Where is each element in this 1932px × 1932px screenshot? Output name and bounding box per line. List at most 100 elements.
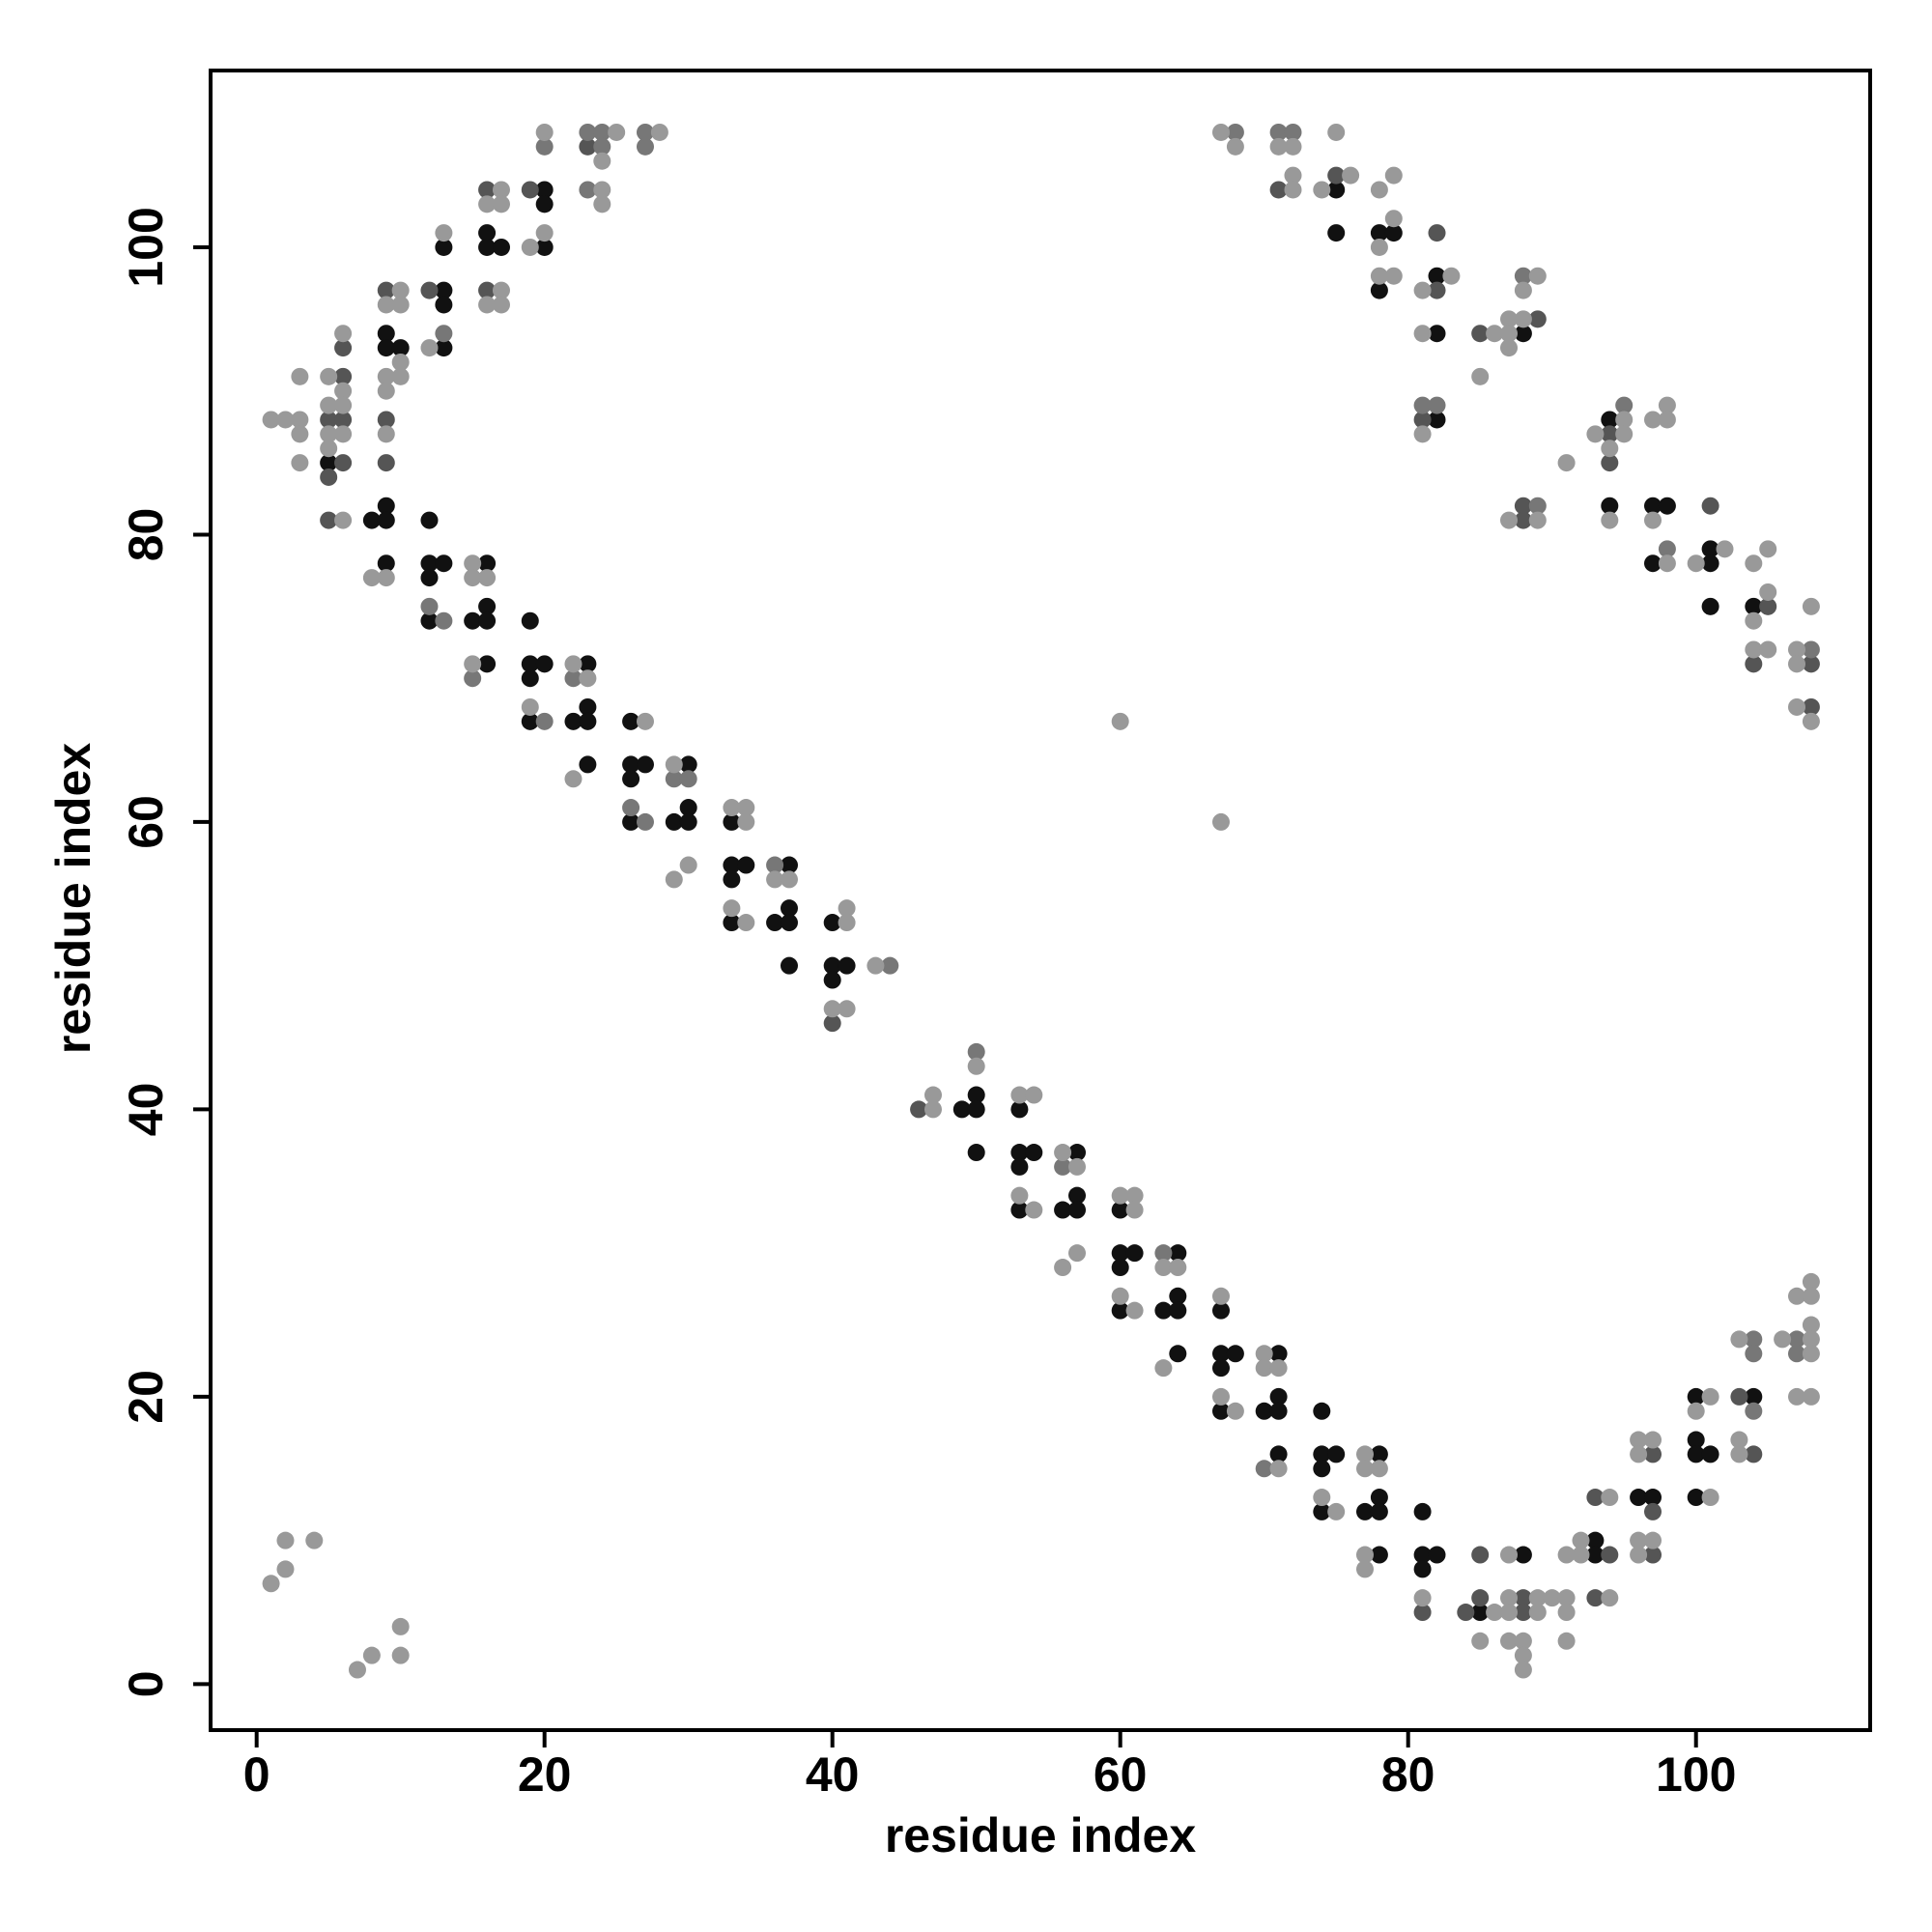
point: [1644, 1546, 1662, 1564]
point: [1644, 1489, 1662, 1507]
point: [1802, 1287, 1820, 1305]
point: [1759, 582, 1777, 601]
point: [435, 224, 453, 242]
point: [276, 411, 295, 429]
point: [1370, 1460, 1388, 1478]
point: [521, 238, 539, 256]
point: [766, 870, 784, 889]
point: [780, 914, 798, 932]
point: [1658, 396, 1676, 414]
point: [391, 296, 410, 314]
point: [952, 1100, 971, 1119]
x-tick-label: 20: [518, 1747, 572, 1802]
point: [1327, 123, 1346, 141]
point: [650, 123, 668, 141]
point: [1067, 1186, 1086, 1205]
y-tick-label: 40: [119, 1083, 173, 1137]
point: [420, 339, 439, 357]
point: [1226, 137, 1244, 156]
point: [1701, 540, 1719, 558]
point: [492, 195, 510, 213]
point: [1169, 1301, 1187, 1320]
point: [1514, 1589, 1532, 1607]
point: [1413, 425, 1432, 443]
point: [1413, 325, 1432, 343]
point: [1413, 281, 1432, 299]
point: [492, 296, 510, 314]
point: [464, 669, 482, 688]
point: [334, 382, 353, 400]
point: [622, 770, 640, 788]
point: [1255, 1460, 1273, 1478]
point: [1630, 1431, 1648, 1449]
point: [967, 1086, 985, 1104]
point: [823, 956, 841, 975]
point: [1428, 1546, 1446, 1564]
point: [1586, 1589, 1605, 1607]
point: [1211, 123, 1230, 141]
point: [334, 511, 353, 529]
point: [1774, 1330, 1792, 1349]
point: [521, 697, 539, 716]
point: [1284, 123, 1302, 141]
point: [1514, 267, 1532, 285]
point: [377, 411, 395, 429]
point: [1413, 1502, 1432, 1520]
point: [391, 281, 410, 299]
point: [1802, 697, 1820, 716]
point: [1701, 597, 1719, 615]
point: [622, 755, 640, 774]
point: [464, 554, 482, 573]
point: [1269, 123, 1288, 141]
y-tick-label: 0: [119, 1670, 173, 1697]
point: [1716, 540, 1734, 558]
point: [1788, 1387, 1806, 1406]
point: [1413, 1560, 1432, 1578]
point: [1687, 1489, 1705, 1507]
point: [1687, 1402, 1705, 1420]
point: [1054, 1144, 1072, 1162]
point: [967, 1057, 985, 1075]
point: [579, 123, 597, 141]
point: [579, 655, 597, 673]
point: [535, 238, 554, 256]
point: [334, 411, 353, 429]
point: [1601, 454, 1619, 472]
point: [1788, 697, 1806, 716]
point: [1169, 1287, 1187, 1305]
point: [377, 511, 395, 529]
point: [391, 367, 410, 385]
point: [521, 181, 539, 199]
x-tick-label: 60: [1094, 1747, 1148, 1802]
point: [362, 1646, 381, 1664]
point: [1745, 1330, 1763, 1349]
point: [1500, 339, 1519, 357]
point: [1428, 396, 1446, 414]
point: [1010, 1086, 1029, 1104]
point: [377, 382, 395, 400]
point: [1356, 1546, 1375, 1564]
point: [1284, 166, 1302, 185]
y-axis-title: residue index: [46, 743, 100, 1055]
point: [1356, 1502, 1375, 1520]
point: [1356, 1460, 1375, 1478]
point: [1500, 1546, 1519, 1564]
point: [420, 569, 439, 587]
point: [1211, 812, 1230, 831]
point: [1701, 554, 1719, 573]
point: [1327, 181, 1346, 199]
point: [1586, 1546, 1605, 1564]
point: [377, 325, 395, 343]
point: [478, 597, 497, 615]
point: [391, 339, 410, 357]
point: [464, 655, 482, 673]
point: [1226, 1402, 1244, 1420]
point: [420, 611, 439, 630]
point: [1788, 655, 1806, 673]
point: [1067, 1157, 1086, 1176]
point: [1313, 1489, 1331, 1507]
point: [636, 812, 654, 831]
point: [564, 655, 582, 673]
point: [1644, 511, 1662, 529]
